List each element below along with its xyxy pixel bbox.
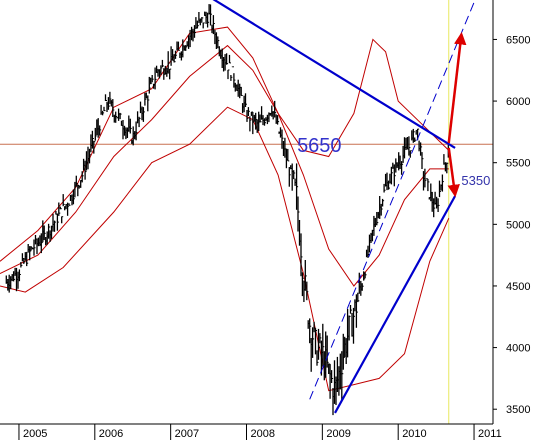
downside-arrow [447, 147, 460, 198]
y-tick-label: 6000 [506, 96, 530, 108]
x-tick-label: 2011 [478, 428, 502, 440]
y-tick-label: 5500 [506, 158, 530, 170]
y-tick-label: 4000 [506, 343, 530, 355]
x-tick-label: 2006 [99, 428, 123, 440]
moving-average-line [0, 44, 449, 287]
lower-band-line [0, 106, 450, 392]
x-tick-label: 2010 [402, 428, 426, 440]
x-tick-label: 2005 [23, 428, 47, 440]
y-tick-label: 4500 [506, 281, 530, 293]
price-bars [5, 4, 450, 416]
x-tick-label: 2008 [251, 428, 275, 440]
annotation-label: 5650 [297, 135, 342, 157]
annotation-label: 5350 [461, 173, 490, 188]
resistance-trendline [212, 0, 456, 149]
y-tick-label: 6500 [506, 34, 530, 46]
y-tick-label: 3500 [506, 404, 530, 416]
annotations: 5650 5350 [297, 135, 490, 188]
upside-arrow [447, 32, 467, 144]
indicator-lines [0, 26, 450, 392]
y-tick-label: 5000 [506, 219, 530, 231]
x-tick-label: 2009 [326, 428, 350, 440]
dashed-channel-line [309, 2, 475, 400]
forecast-arrows [447, 32, 467, 198]
x-tick-label: 2007 [175, 428, 199, 440]
trendlines [212, 0, 475, 414]
reference-lines [0, 0, 493, 424]
support-trendline [334, 195, 457, 414]
